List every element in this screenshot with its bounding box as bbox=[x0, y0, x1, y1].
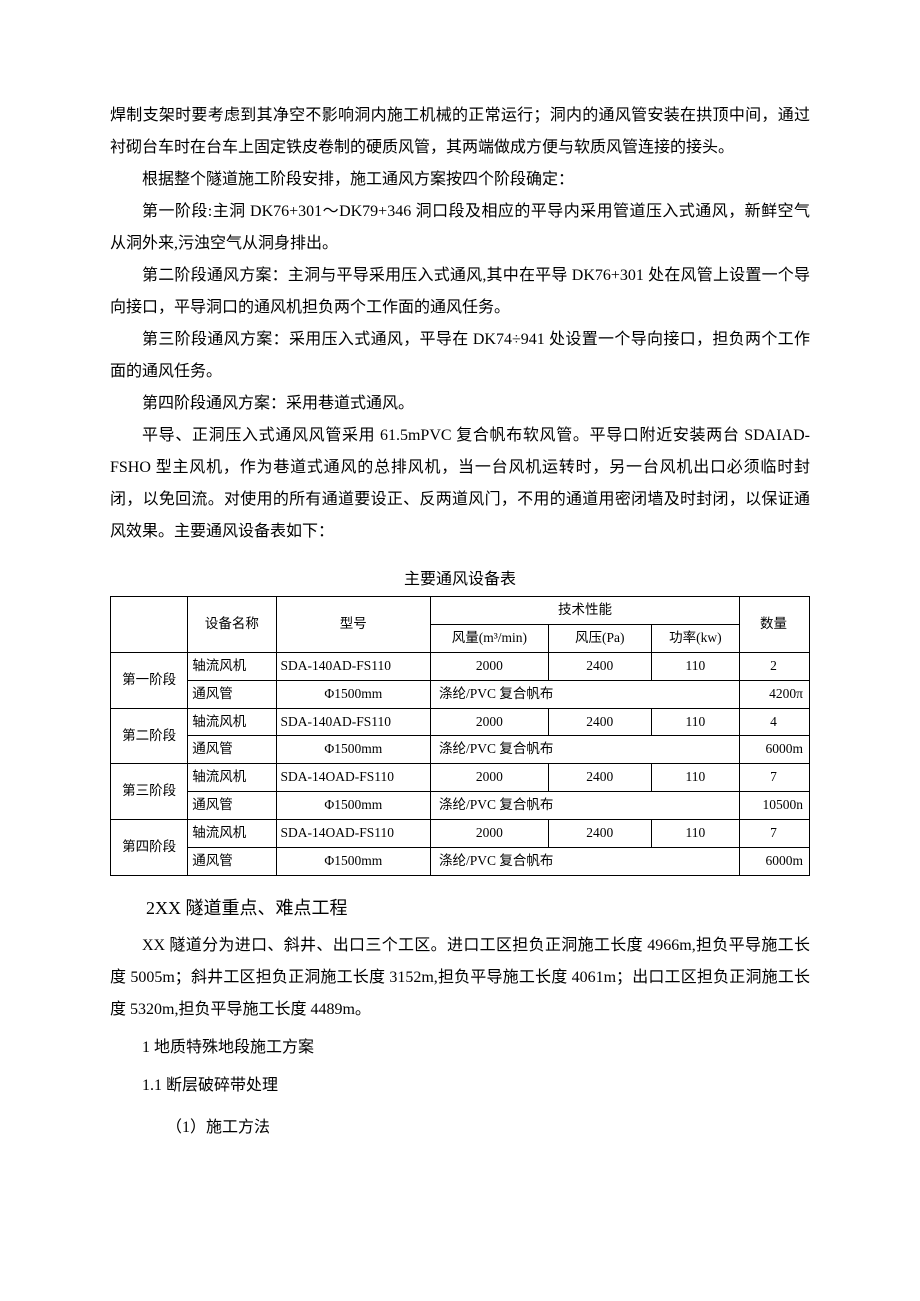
th-press: 风压(Pa) bbox=[548, 624, 651, 652]
section-2-sub111: （1）施工方法 bbox=[110, 1112, 810, 1144]
cell-qty: 7 bbox=[740, 820, 810, 848]
paragraph-7: 平导、正洞压入式通风风管采用 61.5mPVC 复合帆布软风管。平导口附近安装两… bbox=[110, 420, 810, 548]
paragraph-6: 第四阶段通风方案：采用巷道式通风。 bbox=[110, 388, 810, 420]
th-model: 型号 bbox=[276, 597, 431, 653]
paragraph-3: 第一阶段:主洞 DK76+301～DK79+346 洞口段及相应的平导内采用管道… bbox=[110, 196, 810, 260]
cell-material: 涤纶/PVC 复合帆布 bbox=[431, 792, 740, 820]
cell-power: 110 bbox=[651, 652, 739, 680]
cell-material: 涤纶/PVC 复合帆布 bbox=[431, 848, 740, 876]
cell-model: SDA-140AD-FS110 bbox=[276, 708, 431, 736]
cell-press: 2400 bbox=[548, 652, 651, 680]
cell-phase-3: 第三阶段 bbox=[111, 764, 188, 820]
cell-model: SDA-14OAD-FS110 bbox=[276, 820, 431, 848]
cell-equip: 轴流风机 bbox=[188, 820, 276, 848]
cell-model: Φ1500mm bbox=[276, 680, 431, 708]
section-2-title: 2XX 隧道重点、难点工程 bbox=[110, 890, 810, 926]
cell-model: Φ1500mm bbox=[276, 792, 431, 820]
cell-model: SDA-140AD-FS110 bbox=[276, 652, 431, 680]
paragraph-1: 焊制支架时要考虑到其净空不影响洞内施工机械的正常运行；洞内的通风管安装在拱顶中间… bbox=[110, 100, 810, 164]
cell-equip: 轴流风机 bbox=[188, 708, 276, 736]
cell-qty: 4 bbox=[740, 708, 810, 736]
table-row: 通风管 Φ1500mm 涤纶/PVC 复合帆布 6000m bbox=[111, 848, 810, 876]
cell-model: SDA-14OAD-FS110 bbox=[276, 764, 431, 792]
th-tech: 技术性能 bbox=[431, 597, 740, 625]
cell-power: 110 bbox=[651, 708, 739, 736]
cell-equip: 通风管 bbox=[188, 792, 276, 820]
cell-air: 2000 bbox=[431, 820, 549, 848]
cell-qty: 10500n bbox=[740, 792, 810, 820]
cell-air: 2000 bbox=[431, 708, 549, 736]
cell-air: 2000 bbox=[431, 652, 549, 680]
table-row: 通风管 Φ1500mm 涤纶/PVC 复合帆布 6000m bbox=[111, 736, 810, 764]
cell-material: 涤纶/PVC 复合帆布 bbox=[431, 680, 740, 708]
cell-phase-2: 第二阶段 bbox=[111, 708, 188, 764]
table-row: 通风管 Φ1500mm 涤纶/PVC 复合帆布 10500n bbox=[111, 792, 810, 820]
section-2-sub1: 1 地质特殊地段施工方案 bbox=[110, 1032, 810, 1064]
cell-material: 涤纶/PVC 复合帆布 bbox=[431, 736, 740, 764]
th-equipment: 设备名称 bbox=[188, 597, 276, 653]
th-qty: 数量 bbox=[740, 597, 810, 653]
th-air: 风量(m³/min) bbox=[431, 624, 549, 652]
table-row: 通风管 Φ1500mm 涤纶/PVC 复合帆布 4200π bbox=[111, 680, 810, 708]
table-title: 主要通风设备表 bbox=[110, 564, 810, 596]
cell-qty: 2 bbox=[740, 652, 810, 680]
cell-model: Φ1500mm bbox=[276, 848, 431, 876]
cell-power: 110 bbox=[651, 764, 739, 792]
cell-equip: 通风管 bbox=[188, 848, 276, 876]
section-2-sub11: 1.1 断层破碎带处理 bbox=[110, 1070, 810, 1102]
table-row: 第二阶段 轴流风机 SDA-140AD-FS110 2000 2400 110 … bbox=[111, 708, 810, 736]
th-power: 功率(kw) bbox=[651, 624, 739, 652]
cell-qty: 6000m bbox=[740, 736, 810, 764]
section-2-body: XX 隧道分为进口、斜井、出口三个工区。进口工区担负正洞施工长度 4966m,担… bbox=[110, 930, 810, 1026]
cell-equip: 轴流风机 bbox=[188, 764, 276, 792]
cell-qty: 7 bbox=[740, 764, 810, 792]
cell-qty: 6000m bbox=[740, 848, 810, 876]
cell-equip: 轴流风机 bbox=[188, 652, 276, 680]
cell-air: 2000 bbox=[431, 764, 549, 792]
th-phase-blank bbox=[111, 597, 188, 653]
table-row: 第三阶段 轴流风机 SDA-14OAD-FS110 2000 2400 110 … bbox=[111, 764, 810, 792]
cell-equip: 通风管 bbox=[188, 680, 276, 708]
cell-phase-1: 第一阶段 bbox=[111, 652, 188, 708]
paragraph-4: 第二阶段通风方案：主洞与平导采用压入式通风,其中在平导 DK76+301 处在风… bbox=[110, 260, 810, 324]
cell-power: 110 bbox=[651, 820, 739, 848]
paragraph-2: 根据整个隧道施工阶段安排，施工通风方案按四个阶段确定： bbox=[110, 164, 810, 196]
cell-qty: 4200π bbox=[740, 680, 810, 708]
cell-press: 2400 bbox=[548, 764, 651, 792]
cell-equip: 通风管 bbox=[188, 736, 276, 764]
table-row: 第四阶段 轴流风机 SDA-14OAD-FS110 2000 2400 110 … bbox=[111, 820, 810, 848]
cell-press: 2400 bbox=[548, 708, 651, 736]
equipment-table: 设备名称 型号 技术性能 数量 风量(m³/min) 风压(Pa) 功率(kw)… bbox=[110, 596, 810, 876]
cell-model: Φ1500mm bbox=[276, 736, 431, 764]
table-header-row-1: 设备名称 型号 技术性能 数量 bbox=[111, 597, 810, 625]
cell-press: 2400 bbox=[548, 820, 651, 848]
table-row: 第一阶段 轴流风机 SDA-140AD-FS110 2000 2400 110 … bbox=[111, 652, 810, 680]
paragraph-5: 第三阶段通风方案：采用压入式通风，平导在 DK74÷941 处设置一个导向接口，… bbox=[110, 324, 810, 388]
cell-phase-4: 第四阶段 bbox=[111, 820, 188, 876]
